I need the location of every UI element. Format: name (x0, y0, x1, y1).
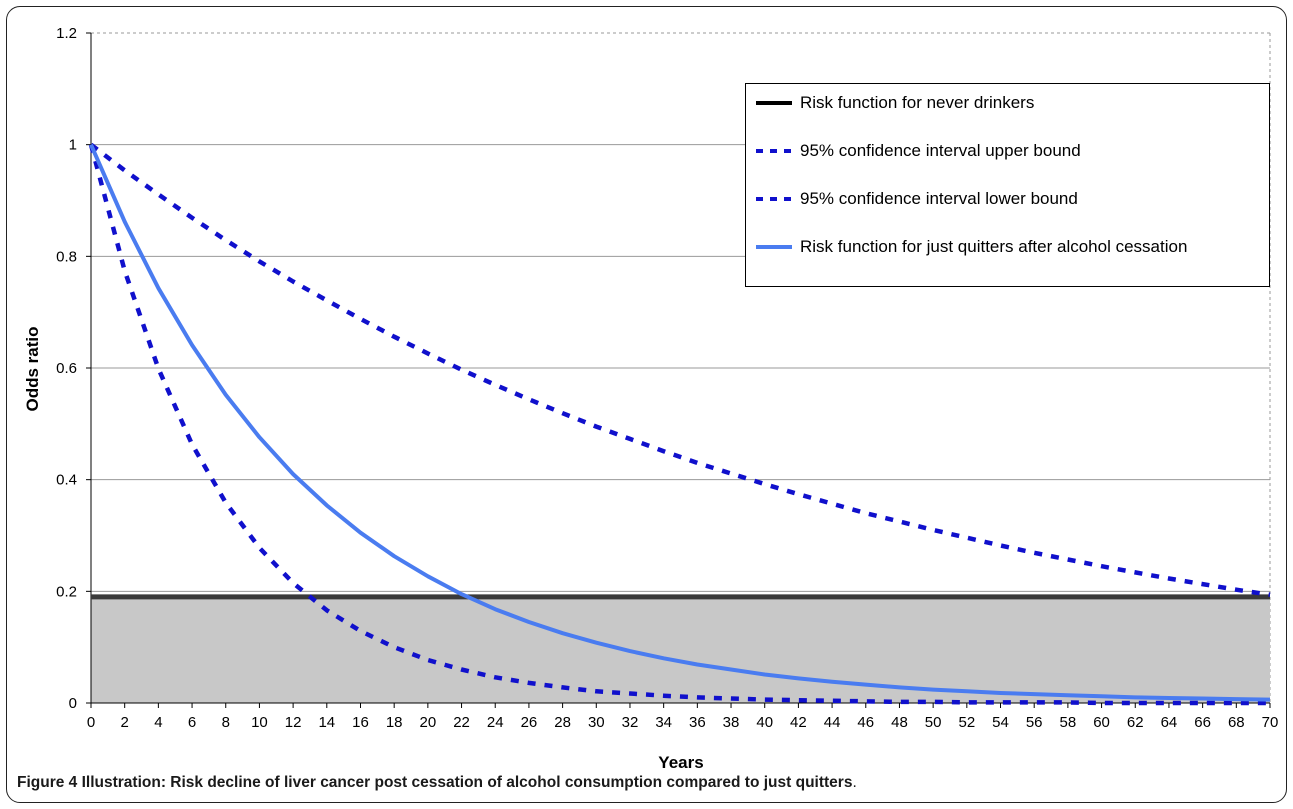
y-tick-label: 0 (69, 695, 77, 712)
x-tick-label: 26 (521, 714, 538, 731)
x-tick-label: 58 (1060, 714, 1077, 731)
x-tick-label: 8 (222, 714, 230, 731)
x-axis-label: Years (658, 753, 703, 772)
chart-legend: Risk function for never drinkers 95% con… (745, 83, 1270, 287)
legend-label: 95% confidence interval upper bound (800, 141, 1081, 160)
x-tick-label: 12 (285, 714, 302, 731)
legend-item-never-drinkers: Risk function for never drinkers (756, 92, 1220, 114)
x-tick-label: 64 (1161, 714, 1178, 731)
legend-item-lower-bound: 95% confidence interval lower bound (756, 188, 1220, 210)
legend-item-upper-bound: 95% confidence interval upper bound (756, 140, 1220, 162)
x-tick-label: 20 (420, 714, 437, 731)
x-tick-label: 68 (1228, 714, 1245, 731)
x-tick-label: 66 (1194, 714, 1211, 731)
x-tick-label: 44 (824, 714, 841, 731)
x-tick-label: 2 (121, 714, 129, 731)
x-tick-label: 24 (487, 714, 504, 731)
x-tick-label: 48 (891, 714, 908, 731)
caption-text: Illustration: Risk decline of liver canc… (77, 774, 853, 791)
x-tick-label: 50 (925, 714, 942, 731)
caption-period: . (852, 774, 857, 791)
x-tick-label: 46 (857, 714, 874, 731)
y-tick-label: 0.4 (56, 472, 77, 489)
tick-label-layer: 00.20.40.60.811.20 2 4 6 8 10 12 14 16 18 20 22 24 26… (56, 25, 1278, 731)
x-tick-label: 18 (386, 714, 403, 731)
series-line (89, 143, 1271, 702)
x-tick-label: 16 (352, 714, 369, 731)
x-tick-label: 42 (790, 714, 807, 731)
x-tick-label: 22 (453, 714, 470, 731)
shaded-region (91, 596, 1270, 703)
x-tick-label: 54 (992, 714, 1009, 731)
x-tick-label: 62 (1127, 714, 1144, 731)
y-tick-label: 0.2 (56, 583, 77, 600)
legend-swatch-dashed-blue (756, 188, 836, 210)
legend-item-just-quitters: Risk function for just quitters after al… (756, 236, 1220, 258)
x-tick-label: 30 (588, 714, 605, 731)
x-tick-label: 70 (1262, 714, 1279, 731)
x-tick-label: 56 (1026, 714, 1043, 731)
x-tick-label: 60 (1093, 714, 1110, 731)
x-tick-label: 4 (154, 714, 162, 731)
legend-label: 95% confidence interval lower bound (800, 189, 1078, 208)
legend-label: Risk function for never drinkers (800, 93, 1035, 112)
x-tick-label: 10 (251, 714, 268, 731)
x-tick-label: 36 (689, 714, 706, 731)
legend-label: Risk function for just quitters after al… (800, 237, 1188, 256)
x-tick-label: 38 (723, 714, 740, 731)
x-tick-label: 14 (318, 714, 335, 731)
x-tick-label: 32 (622, 714, 639, 731)
figure-caption: Figure 4 Illustration: Risk decline of l… (17, 774, 857, 792)
y-tick-label: 1 (69, 137, 77, 154)
x-tick-label: 40 (756, 714, 773, 731)
legend-swatch-solid-black (756, 92, 836, 114)
series-line (88, 144, 1270, 706)
x-tick-label: 6 (188, 714, 196, 731)
x-tick-label: 28 (554, 714, 571, 731)
y-tick-label: 0.8 (56, 248, 77, 265)
x-tick-label: 34 (655, 714, 672, 731)
series-line (89, 142, 1271, 597)
figure-number: Figure 4 (17, 774, 78, 791)
y-tick-label: 0.6 (56, 360, 77, 377)
y-tick-label: 1.2 (56, 25, 77, 42)
grid-layer (91, 32, 1271, 703)
x-tick-label: 0 (87, 714, 95, 731)
shaded-region-layer (91, 596, 1270, 703)
legend-swatch-solid-blue (756, 236, 836, 258)
series-layer (88, 142, 1271, 706)
y-axis-label: Odds ratio (23, 326, 42, 411)
legend-swatch-dashed-blue (756, 140, 836, 162)
x-tick-label: 52 (958, 714, 975, 731)
